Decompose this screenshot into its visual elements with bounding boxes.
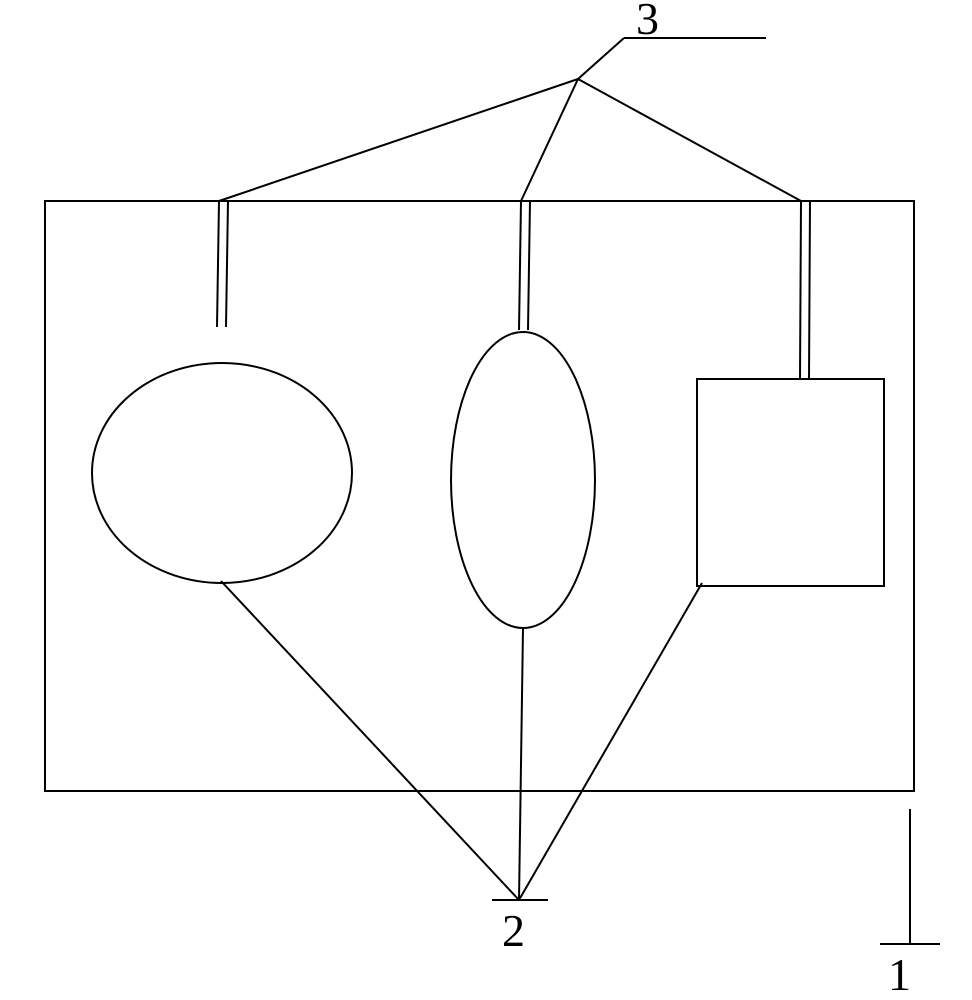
reference-label-1: 1 xyxy=(888,949,911,1000)
connector-line xyxy=(226,201,228,327)
label-leader-line xyxy=(219,79,578,201)
shape-ellipse-wide xyxy=(92,363,352,583)
shape-rectangle xyxy=(697,379,884,586)
outer-container xyxy=(45,201,914,791)
label-leader-line xyxy=(578,79,801,201)
reference-label-2: 2 xyxy=(502,905,525,956)
connector-line xyxy=(217,201,219,327)
diagram-svg: 1 2 3 xyxy=(0,0,972,1000)
connector-line xyxy=(809,201,810,379)
reference-label-3: 3 xyxy=(636,0,659,44)
technical-diagram: 1 2 3 xyxy=(0,0,972,1000)
connector-line xyxy=(519,201,521,330)
connector-line xyxy=(800,201,801,379)
label-leader-line xyxy=(519,628,523,900)
label-leader-line xyxy=(578,38,624,79)
connector-line xyxy=(528,201,530,330)
label-leader-line xyxy=(221,581,519,900)
label-leader-line xyxy=(521,79,578,201)
label-leader-line xyxy=(519,583,702,900)
shape-ellipse-tall xyxy=(451,332,595,628)
